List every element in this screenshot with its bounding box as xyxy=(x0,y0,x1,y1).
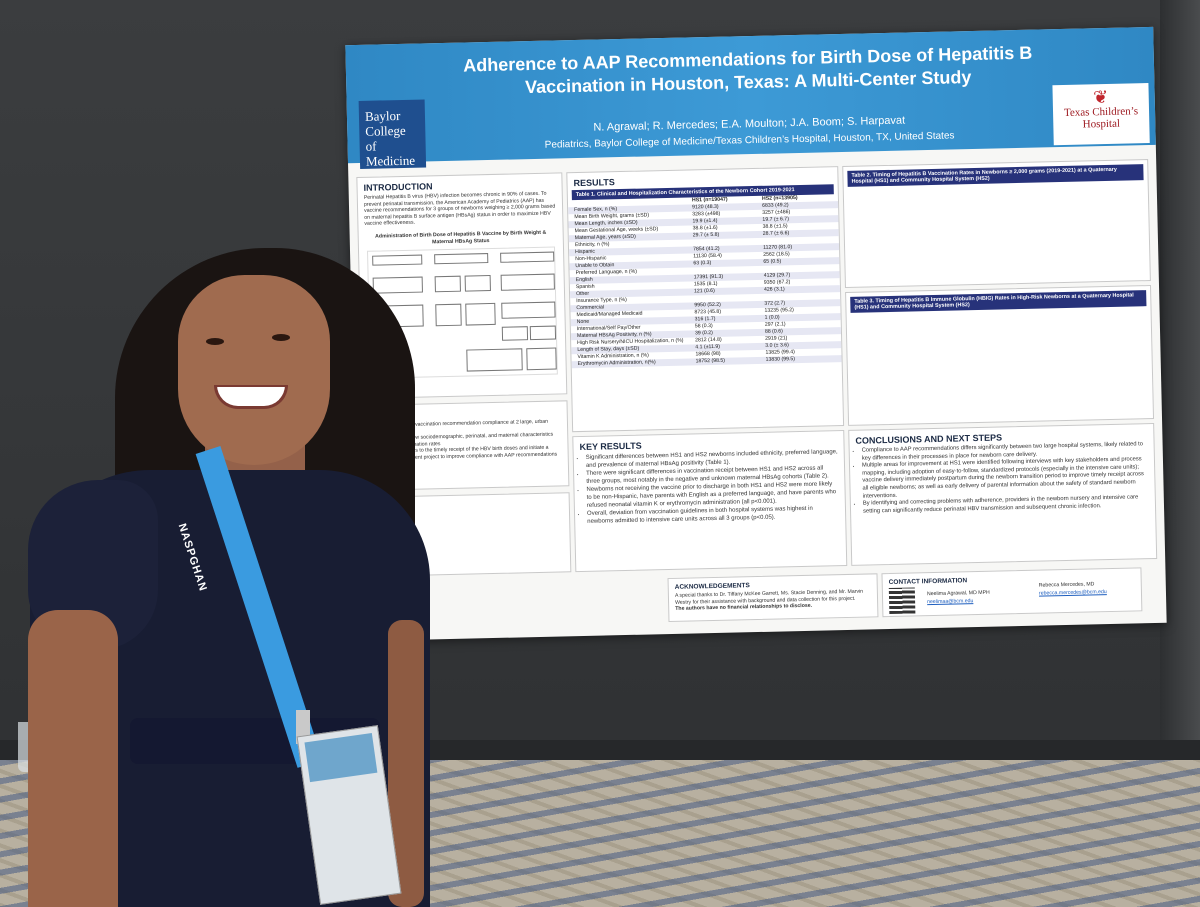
conclusions-panel: CONCLUSIONS AND NEXT STEPS Compliance to… xyxy=(848,422,1158,566)
poster-title: Adherence to AAP Recommendations for Bir… xyxy=(463,42,1033,98)
conclusions-list: Compliance to AAP recommendations differ… xyxy=(850,441,1155,516)
poster-header: Baylor College of Medicine Adherence to … xyxy=(345,26,1156,169)
table3-title: Table 3. Timing of Hepatitis B Immune Gl… xyxy=(850,290,1147,313)
key-results-panel: KEY RESULTS Significant differences betw… xyxy=(572,430,848,573)
table3-panel: Table 3. Timing of Hepatitis B Immune Gl… xyxy=(845,285,1155,426)
contact-1-name: Neelima Agrawal, MD MPH xyxy=(926,589,990,598)
research-poster: Baylor College of Medicine Adherence to … xyxy=(345,26,1167,642)
table1-cell: 18752 (98.5) xyxy=(695,357,726,365)
left-eye xyxy=(206,338,224,345)
table2-title: Table 2. Timing of Hepatitis B Vaccinati… xyxy=(847,164,1144,187)
contact-heading: CONTACT INFORMATION xyxy=(888,577,968,587)
table2-panel: Table 2. Timing of Hepatitis B Vaccinati… xyxy=(842,159,1151,288)
texas-childrens-logo: ❦ Texas Children’s Hospital xyxy=(1052,83,1150,146)
acknowledgements-panel: ACKNOWLEDGEMENTS A special thanks to Dr.… xyxy=(667,573,879,623)
conclusion-item: Multiple areas for improvement at HS1 we… xyxy=(862,456,1149,500)
table1-cell: Erythromycin Administration, n(%) xyxy=(577,359,656,368)
baylor-logo: Baylor College of Medicine xyxy=(358,99,427,169)
introduction-text: Perinatal Hepatitis B virus (HBV) infect… xyxy=(363,190,556,228)
board-edge xyxy=(1160,0,1200,780)
right-eye xyxy=(272,334,290,341)
contact-2-name: Rebecca Mercedes, MD xyxy=(1038,581,1095,589)
badge-artwork xyxy=(304,733,378,783)
table1-cell: 13830 (99.5) xyxy=(765,356,796,363)
qr-code-icon xyxy=(888,587,916,615)
left-arm xyxy=(28,610,118,907)
flowchart-title: Administration of Birth Dose of Hepatiti… xyxy=(375,229,547,245)
key-results-list: Significant differences between HS1 and … xyxy=(574,448,846,526)
heart-logo-icon: ❦ xyxy=(1092,86,1109,108)
contact-1-email: neelimaa@bcm.edu xyxy=(927,598,974,606)
contact-2-email: rebecca.mercedes@bcm.edu xyxy=(1038,589,1107,597)
table1: HS1 (n=19047) HS2 (n=13905) Female Sex, n … xyxy=(568,194,842,369)
texas-childrens-logo-text: Texas Children’s Hospital xyxy=(1063,105,1139,131)
contact-panel: CONTACT INFORMATION Neelima Agrawal, MD … xyxy=(881,567,1143,618)
face xyxy=(178,275,330,465)
results-panel: RESULTS Table 1. Clinical and Hospitaliz… xyxy=(566,166,845,433)
